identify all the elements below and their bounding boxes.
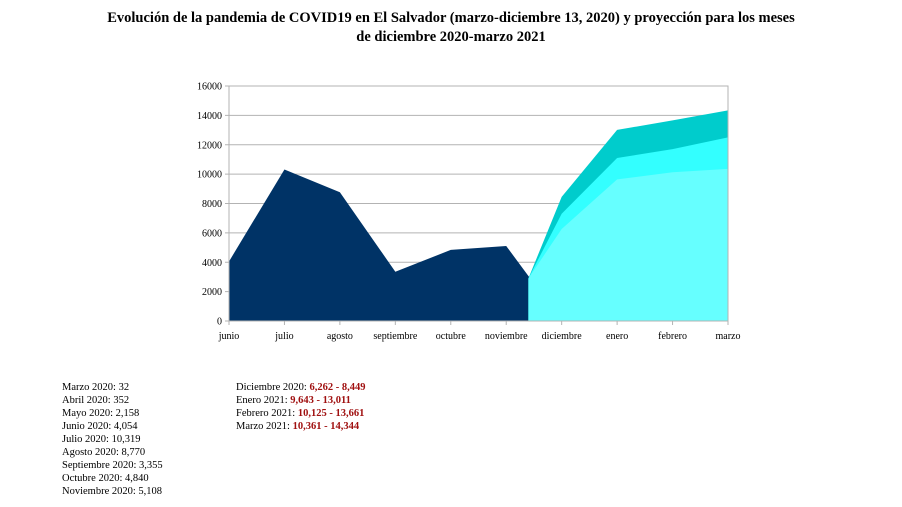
legend-projection-label: Diciembre 2020: bbox=[236, 382, 310, 393]
legend-observed-row: Octubre 2020: 4,840 bbox=[62, 473, 149, 484]
legend-projection-range: 10,361 - 14,344 bbox=[292, 421, 360, 432]
y-tick-label: 2000 bbox=[202, 287, 222, 298]
x-tick-label: noviembre bbox=[485, 331, 528, 342]
legend-observed-row: Septiembre 2020: 3,355 bbox=[62, 460, 163, 471]
legend-observed-row: Marzo 2020: 32 bbox=[62, 382, 130, 393]
chart-title-line-2: de diciembre 2020-marzo 2021 bbox=[356, 29, 546, 45]
series-area bbox=[229, 169, 562, 321]
legend-projection-row: Enero 2021: 9,643 - 13,011 bbox=[236, 394, 365, 407]
plot-frame bbox=[228, 85, 729, 322]
series-areas bbox=[229, 110, 728, 321]
legend-projection-range: 9,643 - 13,011 bbox=[290, 395, 351, 406]
x-tick-label: octubre bbox=[436, 331, 467, 342]
legend-projection-row: Febrero 2021: 10,125 - 13,661 bbox=[236, 407, 365, 420]
x-tick-labels: junio julio agosto septiembre octubre noviemb… bbox=[218, 331, 741, 342]
y-tick-label: 8000 bbox=[202, 199, 222, 210]
x-tick-label: enero bbox=[606, 331, 628, 342]
y-tick-label: 14000 bbox=[197, 111, 222, 122]
legend-projection-label: Marzo 2021: bbox=[236, 421, 293, 432]
legend-projection-row: Marzo 2021: 10,361 - 14,344 bbox=[236, 420, 365, 433]
legend-projection-range: 10,125 - 13,661 bbox=[297, 408, 365, 419]
y-tick-label: 10000 bbox=[197, 170, 222, 181]
legend-observed-row: Mayo 2020: 2,158 bbox=[62, 408, 140, 419]
chart-title-line-1: Evolución de la pandemia de COVID19 en E… bbox=[107, 10, 795, 26]
x-tick-label: febrero bbox=[658, 331, 687, 342]
legend-projection-label: Enero 2021: bbox=[236, 395, 291, 406]
y-tick-label: 6000 bbox=[202, 228, 222, 239]
legend-observed-row: Junio 2020: 4,054 bbox=[62, 421, 138, 432]
y-tick-label: 16000 bbox=[197, 82, 222, 93]
legend-observed-row: Julio 2020: 10,319 bbox=[62, 434, 141, 445]
legend-projection-range: 6,262 - 8,449 bbox=[309, 382, 366, 393]
x-tick-label: junio bbox=[218, 331, 240, 342]
series-area bbox=[528, 168, 728, 321]
chart-title: Evolución de la pandemia de COVID19 en E… bbox=[40, 9, 862, 47]
x-tick-label: diciembre bbox=[542, 331, 583, 342]
y-tick-label: 0 bbox=[217, 317, 222, 328]
x-tick-label: septiembre bbox=[373, 331, 417, 342]
legend-observed-row: Abril 2020: 352 bbox=[62, 395, 130, 406]
legend-observed-row: Agosto 2020: 8,770 bbox=[62, 447, 146, 458]
axes bbox=[225, 85, 729, 325]
legend-projection-label: Febrero 2021: bbox=[236, 408, 298, 419]
y-tick-labels: 0 2000 4000 6000 8000 10000 12000 14000 16000 bbox=[197, 82, 222, 328]
x-tick-label: marzo bbox=[716, 331, 741, 342]
y-tick-label: 12000 bbox=[197, 140, 222, 151]
x-tick-label: agosto bbox=[327, 331, 353, 342]
legend-observed: Marzo 2020: 32 Abril 2020: 352 Mayo 2020… bbox=[62, 381, 163, 498]
legend-projection-row: Diciembre 2020: 6,262 - 8,449 bbox=[236, 381, 365, 394]
legend-projection: Diciembre 2020: 6,262 - 8,449 Enero 2021… bbox=[236, 381, 365, 433]
y-tick-label: 4000 bbox=[202, 258, 222, 269]
x-tick-label: julio bbox=[274, 331, 293, 342]
legend-observed-row: Noviembre 2020: 5,108 bbox=[62, 486, 163, 497]
